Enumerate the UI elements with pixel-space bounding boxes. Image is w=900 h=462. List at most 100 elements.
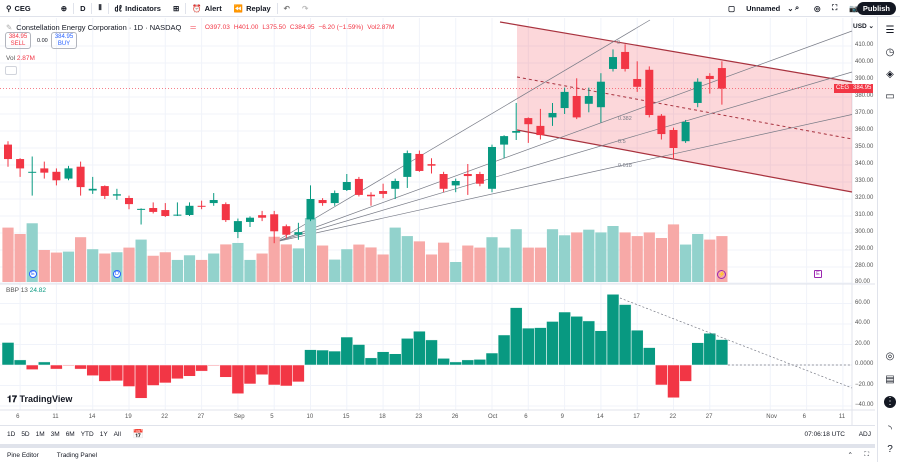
currency-label: USD	[853, 23, 867, 30]
time-tick: 11	[52, 414, 59, 420]
range-ytd[interactable]: YTD	[80, 431, 94, 438]
symbol-title[interactable]: Constellation Energy Corporation · 1D · …	[16, 23, 182, 32]
undo-icon: ↶	[283, 3, 290, 13]
price-tick: 390.00	[855, 76, 874, 82]
high-value: H401.00	[233, 24, 259, 31]
range-all[interactable]: All	[113, 431, 121, 438]
bbp-bar	[1, 342, 15, 366]
volume-bar	[655, 238, 667, 282]
bbp-bar	[122, 364, 136, 387]
bbp-bar	[134, 364, 148, 399]
replay-button[interactable]: ⏪ Replay	[228, 0, 277, 17]
collapse-panel-icon[interactable]: ⌃	[847, 452, 853, 459]
settings-button[interactable]: ◎	[808, 0, 827, 17]
volume-bar	[498, 247, 510, 282]
range-5d[interactable]: 5D	[21, 431, 30, 438]
bbp-bar	[546, 321, 559, 366]
bottom-panel-tabs: Pine Editor Trading Panel ⌃ ⛶	[0, 444, 875, 462]
volume-bar	[87, 249, 99, 282]
interval-button[interactable]: D	[74, 0, 91, 17]
bbp-bar	[292, 364, 305, 383]
help-icon[interactable]: ?	[887, 444, 893, 455]
range-1y[interactable]: 1Y	[99, 431, 108, 438]
bbp-bar	[62, 364, 75, 367]
time-tick: 6	[802, 414, 806, 420]
redo-button[interactable]: ↷	[296, 0, 314, 17]
fullscreen-button[interactable]: ⛶	[826, 0, 843, 17]
earnings-marker[interactable]: E	[814, 270, 822, 278]
candle-body	[185, 205, 194, 215]
collapse-legend-button[interactable]	[5, 66, 17, 75]
volume-bar	[680, 244, 692, 282]
bbp-trendline	[619, 297, 853, 389]
price-tick: 310.00	[855, 212, 874, 218]
logo-text: TradingView	[19, 394, 73, 404]
candle-body	[633, 78, 642, 87]
snapshot-button[interactable]: 📷	[843, 0, 864, 17]
buy-label: BUY	[57, 41, 71, 47]
maximize-panel-icon[interactable]: ⛶	[864, 451, 869, 458]
tab-pine-editor[interactable]: Pine Editor	[7, 451, 39, 459]
chart-type-button[interactable]: ⫴	[92, 0, 107, 17]
last-price-symbol: CEG	[836, 85, 850, 91]
compare-button[interactable]: ⊕	[55, 0, 73, 17]
layers-icon[interactable]: ◈	[886, 69, 894, 80]
calendar-icon[interactable]: ▤	[885, 374, 895, 385]
bbp-bar	[643, 347, 656, 366]
alerts-clock-icon[interactable]: ◷	[885, 47, 895, 58]
lightning-icon[interactable]: ⚡	[717, 270, 726, 279]
target-icon[interactable]: ◎	[885, 351, 895, 362]
quick-search-button[interactable]: ⌕	[789, 0, 805, 17]
templates-button[interactable]: ⊞	[167, 0, 185, 17]
sell-button[interactable]: 384.95 SELL	[5, 32, 31, 49]
time-tick: 15	[342, 414, 350, 420]
bbp-bar	[74, 364, 87, 370]
apps-grid-icon[interactable]: ⋮	[884, 396, 896, 408]
candle-body	[512, 131, 521, 133]
candle-body	[137, 208, 146, 210]
candle-body	[379, 191, 388, 194]
chat-icon[interactable]: ▭	[885, 91, 895, 102]
clock-time[interactable]: 07:06:18 UTC	[804, 431, 845, 438]
change-value: −6.20 (−1.59%)	[318, 24, 364, 31]
watchlist-icon[interactable]: ☰	[885, 25, 895, 36]
candle-body	[621, 51, 630, 69]
candle-body	[28, 171, 37, 173]
volume-bar	[329, 259, 341, 282]
range-1m[interactable]: 1M	[35, 431, 45, 438]
range-1d[interactable]: 1D	[7, 431, 16, 438]
bbp-bar	[364, 357, 378, 366]
layout-menu-button[interactable]: ▢ Unnamed ⌄	[722, 0, 800, 17]
goto-date-icon[interactable]: 📅	[132, 429, 145, 439]
indicators-button[interactable]: ㎗ Indicators	[109, 0, 167, 17]
search-icon: ⚲	[6, 3, 12, 13]
chevron-down-icon: ⌄	[787, 3, 794, 13]
alert-button[interactable]: ⏰ Alert	[186, 0, 227, 17]
candle-body	[112, 194, 121, 196]
fib-fan-line	[274, 71, 853, 243]
plus-circle-icon: ⊕	[60, 3, 68, 13]
volume-bar	[2, 227, 14, 282]
fib-fan-line	[274, 30, 853, 243]
legend-eye-icon[interactable]: ＝	[189, 23, 197, 32]
publish-button[interactable]: Publish	[856, 2, 896, 15]
buy-button[interactable]: 384.95 BUY	[51, 32, 77, 49]
volume-bar	[26, 223, 38, 282]
time-tick: 5	[270, 414, 274, 420]
tab-trading-panel[interactable]: Trading Panel	[56, 451, 98, 459]
earnings-marker[interactable]: E	[29, 270, 37, 278]
dividend-marker[interactable]: D	[113, 270, 121, 278]
range-3m[interactable]: 3M	[50, 431, 60, 438]
undo-button[interactable]: ↶	[278, 0, 296, 17]
symbol-search-button[interactable]: ⚲ CEG	[0, 0, 37, 17]
volume-bar	[486, 237, 498, 282]
time-tick: Nov	[766, 414, 777, 420]
range-6m[interactable]: 6M	[65, 431, 75, 438]
signal-icon[interactable]: ◝	[888, 424, 892, 435]
bbp-bar	[630, 329, 644, 366]
bbp-bar	[183, 364, 196, 377]
candle-body	[209, 200, 218, 204]
adj-button[interactable]: ADJ	[858, 431, 871, 438]
currency-selector[interactable]: USD ⌄	[853, 23, 874, 30]
